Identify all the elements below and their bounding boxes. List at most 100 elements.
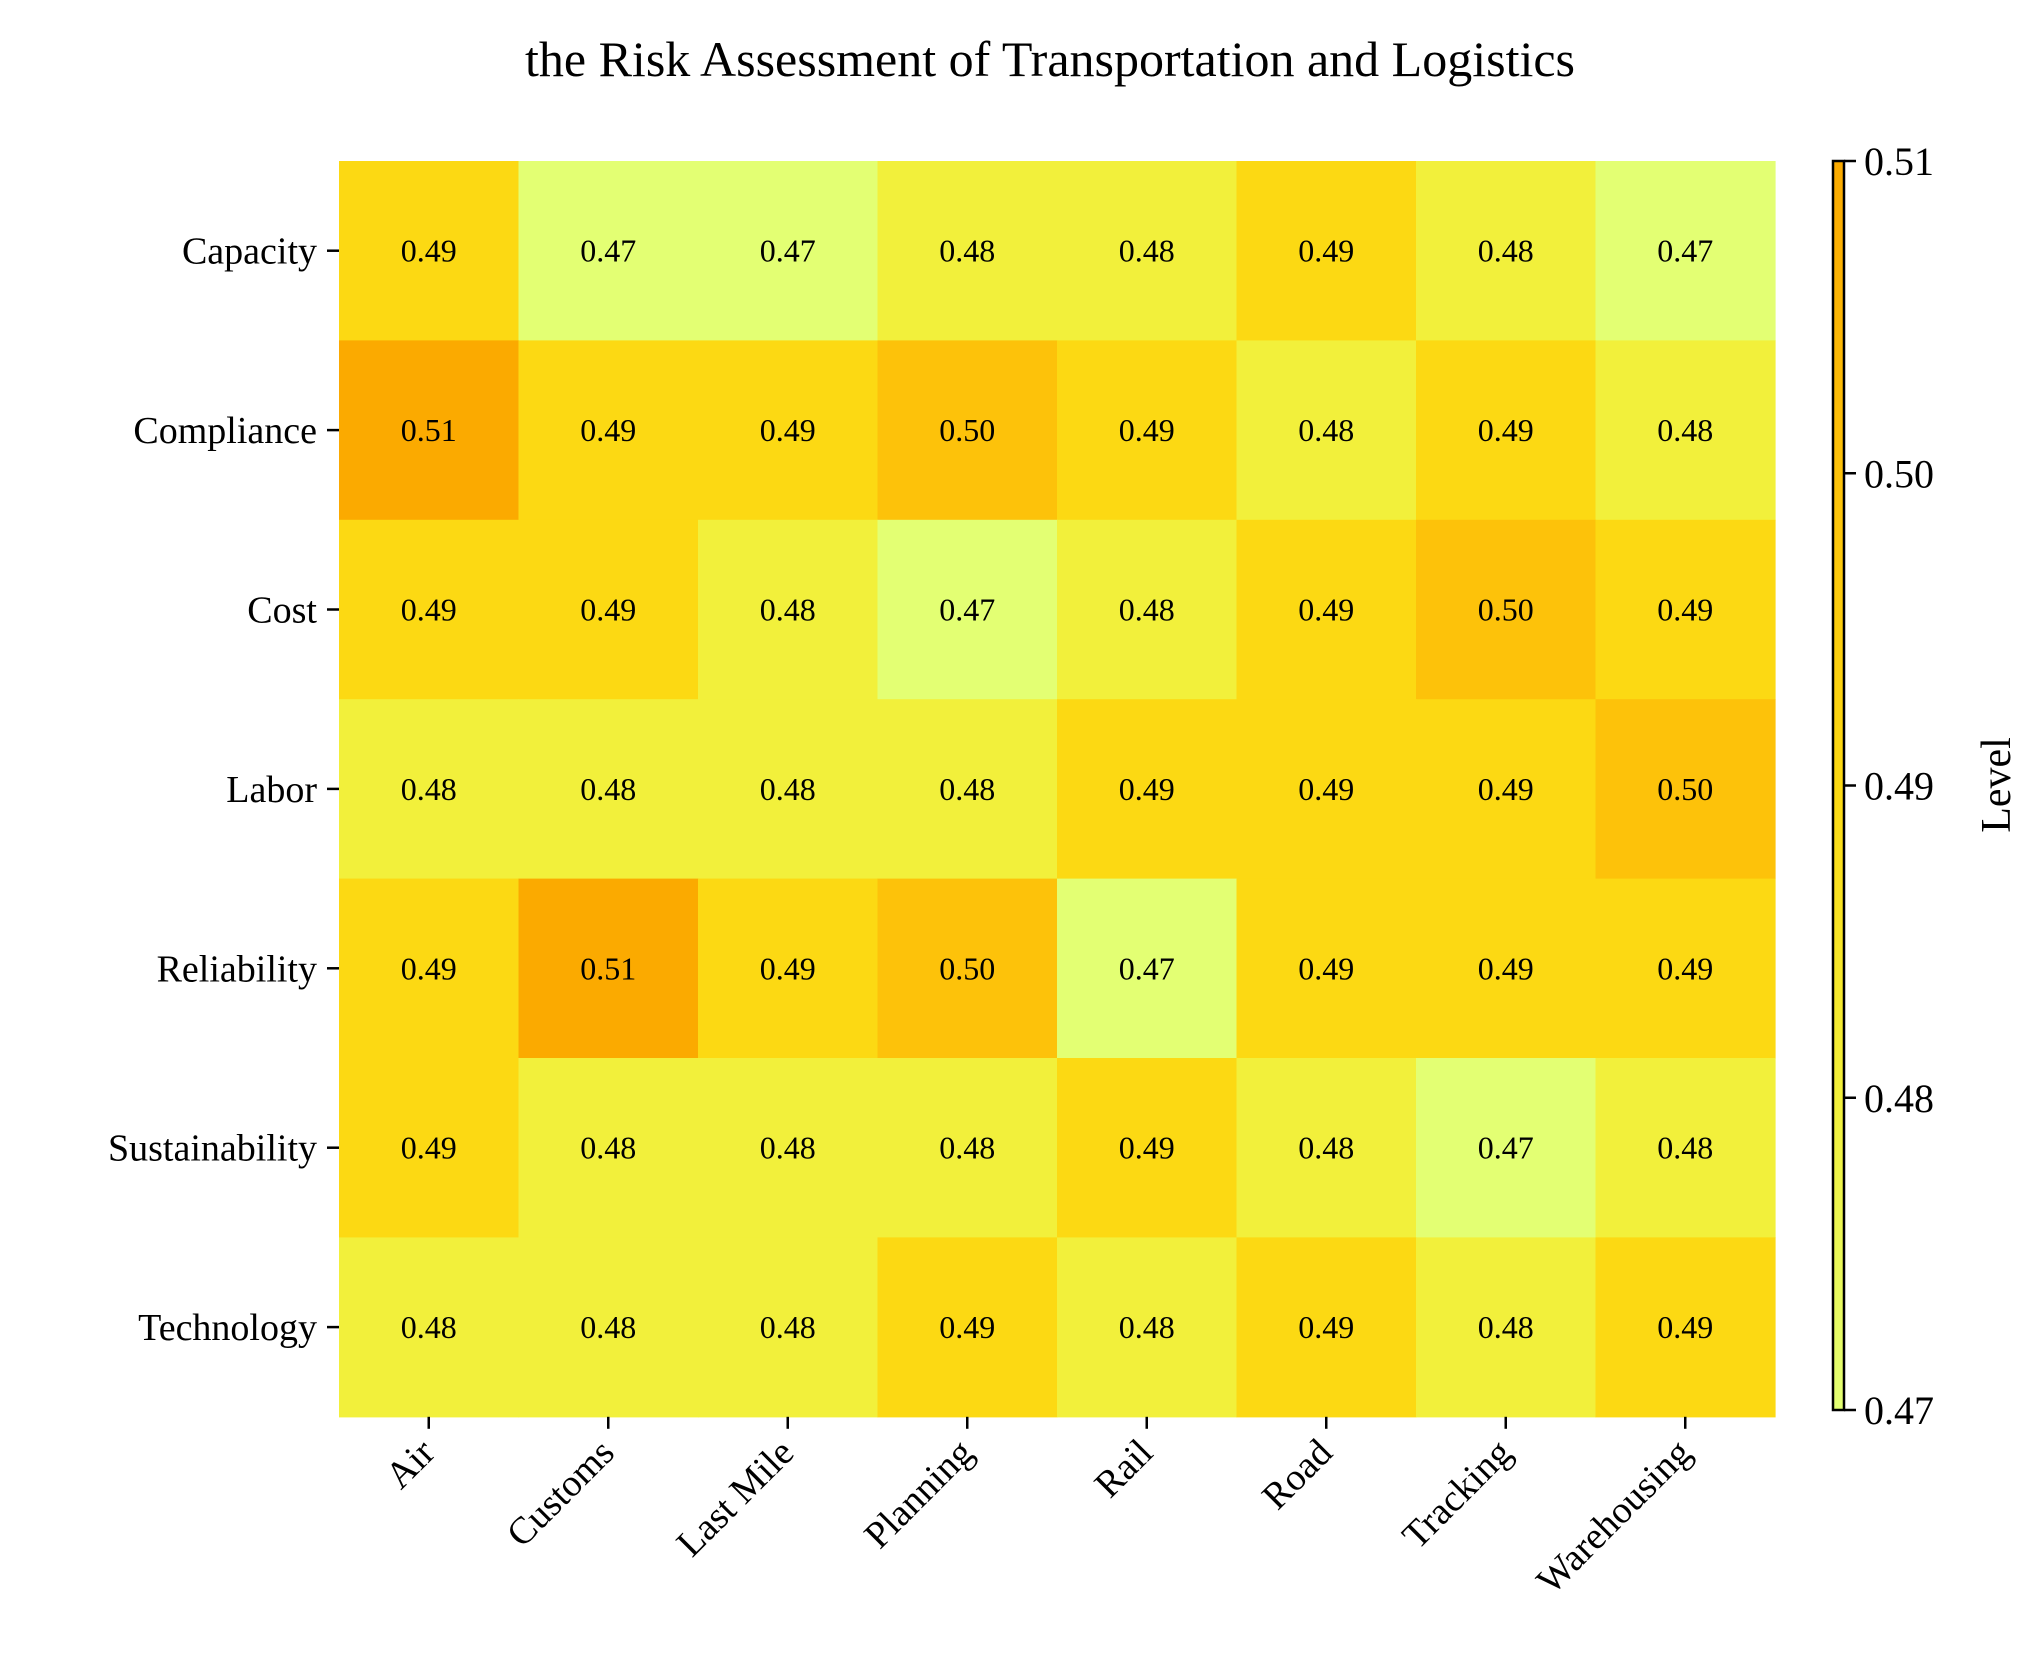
heatmap-cell	[518, 340, 699, 521]
heatmap-cell	[339, 699, 520, 880]
heatmap-cell	[877, 340, 1058, 521]
heatmap-cell	[1416, 878, 1597, 1059]
y-tick-label: Sustainability	[108, 1128, 317, 1170]
cell-value-label: 0.48	[580, 1309, 636, 1345]
heatmap-cell	[1236, 519, 1417, 700]
heatmap-cell	[1057, 161, 1238, 341]
heatmap-cell	[1416, 699, 1597, 880]
cell-value-label: 0.47	[1119, 950, 1175, 986]
y-tick-label: Technology	[138, 1307, 317, 1349]
cell-value-label: 0.48	[760, 592, 816, 628]
cell-value-label: 0.48	[760, 1130, 816, 1166]
heatmap-cell	[1595, 1237, 1776, 1418]
x-axis: Air Customs Last Mile Planning Rail Road Track…	[378, 1416, 1700, 1602]
cell-value-label: 0.48	[580, 1130, 636, 1166]
heatmap-cell	[339, 340, 520, 521]
cell-value-label: 0.49	[1298, 950, 1354, 986]
heatmap-cell	[339, 1237, 520, 1418]
y-tick-label: Labor	[226, 769, 317, 811]
cell-value-label: 0.48	[1478, 233, 1534, 269]
heatmap-cell	[1416, 161, 1597, 341]
heatmap-cell	[1236, 1058, 1417, 1238]
heatmap-cell	[698, 519, 879, 700]
heatmap-cell	[1057, 1058, 1238, 1238]
colorbar-ticks: 0.47 0.48 0.49 0.50 0.51	[1844, 139, 1934, 1433]
heatmap-cell	[1057, 1237, 1238, 1418]
x-tick-label: Air	[378, 1431, 444, 1497]
cell-value-label: 0.47	[580, 233, 636, 269]
x-tick-label: Planning	[856, 1431, 981, 1556]
cell-value-label: 0.48	[1119, 1309, 1175, 1345]
cell-value-label: 0.48	[939, 1130, 995, 1166]
cell-value-label: 0.49	[939, 1309, 995, 1345]
heatmap-cell	[877, 699, 1058, 880]
cell-value-label: 0.47	[939, 592, 995, 628]
heatmap-cell	[1057, 340, 1238, 521]
cell-value-label: 0.49	[1119, 771, 1175, 807]
heatmap-cell	[698, 699, 879, 880]
cell-value-label: 0.48	[580, 771, 636, 807]
x-tick-label: Road	[1254, 1431, 1340, 1517]
heatmap-cell	[1416, 1058, 1597, 1238]
cell-value-label: 0.49	[760, 950, 816, 986]
cell-value-label: 0.48	[1298, 412, 1354, 448]
heatmap-cell	[339, 161, 520, 341]
heatmap-cell	[698, 1237, 879, 1418]
colorbar-tick-label: 0.50	[1864, 451, 1934, 496]
cell-value-label: 0.49	[401, 233, 457, 269]
cell-value-label: 0.47	[1478, 1130, 1534, 1166]
y-tick-label: Capacity	[182, 231, 317, 273]
heatmap-cell	[518, 161, 699, 341]
cell-value-label: 0.48	[760, 1309, 816, 1345]
heatmap-cell	[1236, 1237, 1417, 1418]
heatmap-cell	[1416, 1237, 1597, 1418]
heatmap-cell	[1595, 699, 1776, 880]
heatmap-cell	[1236, 161, 1417, 341]
cell-value-label: 0.48	[760, 771, 816, 807]
x-tick-label: Tracking	[1394, 1431, 1520, 1557]
cell-value-label: 0.51	[401, 412, 457, 448]
cell-value-label: 0.49	[1657, 592, 1713, 628]
heatmap-cell	[1595, 161, 1776, 341]
cell-value-label: 0.50	[939, 412, 995, 448]
heatmap-cells: 0.49 0.47 0.47 0.48 0.48 0.49 0.48 0.47 0.51 0.49…	[339, 161, 1776, 1418]
cell-value-label: 0.50	[939, 950, 995, 986]
x-tick-label: Warehousing	[1529, 1431, 1700, 1602]
heatmap-cell	[1595, 340, 1776, 521]
cell-value-label: 0.49	[401, 592, 457, 628]
heatmap-cell	[698, 878, 879, 1059]
cell-value-label: 0.49	[401, 1130, 457, 1166]
colorbar-label: Level	[1974, 737, 2020, 833]
cell-value-label: 0.51	[580, 950, 636, 986]
colorbar-tick-label: 0.48	[1864, 1076, 1934, 1121]
heatmap-cell	[1236, 878, 1417, 1059]
heatmap-cell	[1595, 878, 1776, 1059]
heatmap-cell	[877, 878, 1058, 1059]
cell-value-label: 0.49	[1298, 771, 1354, 807]
cell-value-label: 0.48	[1119, 592, 1175, 628]
heatmap-cell	[339, 1058, 520, 1238]
cell-value-label: 0.49	[1119, 1130, 1175, 1166]
cell-value-label: 0.49	[1657, 1309, 1713, 1345]
cell-value-label: 0.50	[1657, 771, 1713, 807]
cell-value-label: 0.49	[760, 412, 816, 448]
cell-value-label: 0.49	[1478, 412, 1534, 448]
heatmap-cell	[518, 878, 699, 1059]
y-tick-label: Compliance	[133, 410, 317, 452]
y-axis: Capacity Compliance Cost Labor Reliability Su…	[108, 231, 339, 1349]
y-tick-label: Reliability	[157, 948, 317, 990]
cell-value-label: 0.49	[1298, 1309, 1354, 1345]
heatmap-cell	[698, 161, 879, 341]
heatmap-cell	[1057, 699, 1238, 880]
heatmap-cell	[518, 699, 699, 880]
cell-value-label: 0.48	[939, 233, 995, 269]
heatmap-cell	[1236, 340, 1417, 521]
cell-value-label: 0.49	[1298, 233, 1354, 269]
heatmap-cell	[1057, 519, 1238, 700]
cell-value-label: 0.48	[1478, 1309, 1534, 1345]
y-tick-label: Cost	[247, 590, 317, 632]
heatmap-cell	[339, 878, 520, 1059]
cell-value-label: 0.49	[580, 592, 636, 628]
cell-value-label: 0.49	[401, 950, 457, 986]
heatmap-cell	[698, 340, 879, 521]
